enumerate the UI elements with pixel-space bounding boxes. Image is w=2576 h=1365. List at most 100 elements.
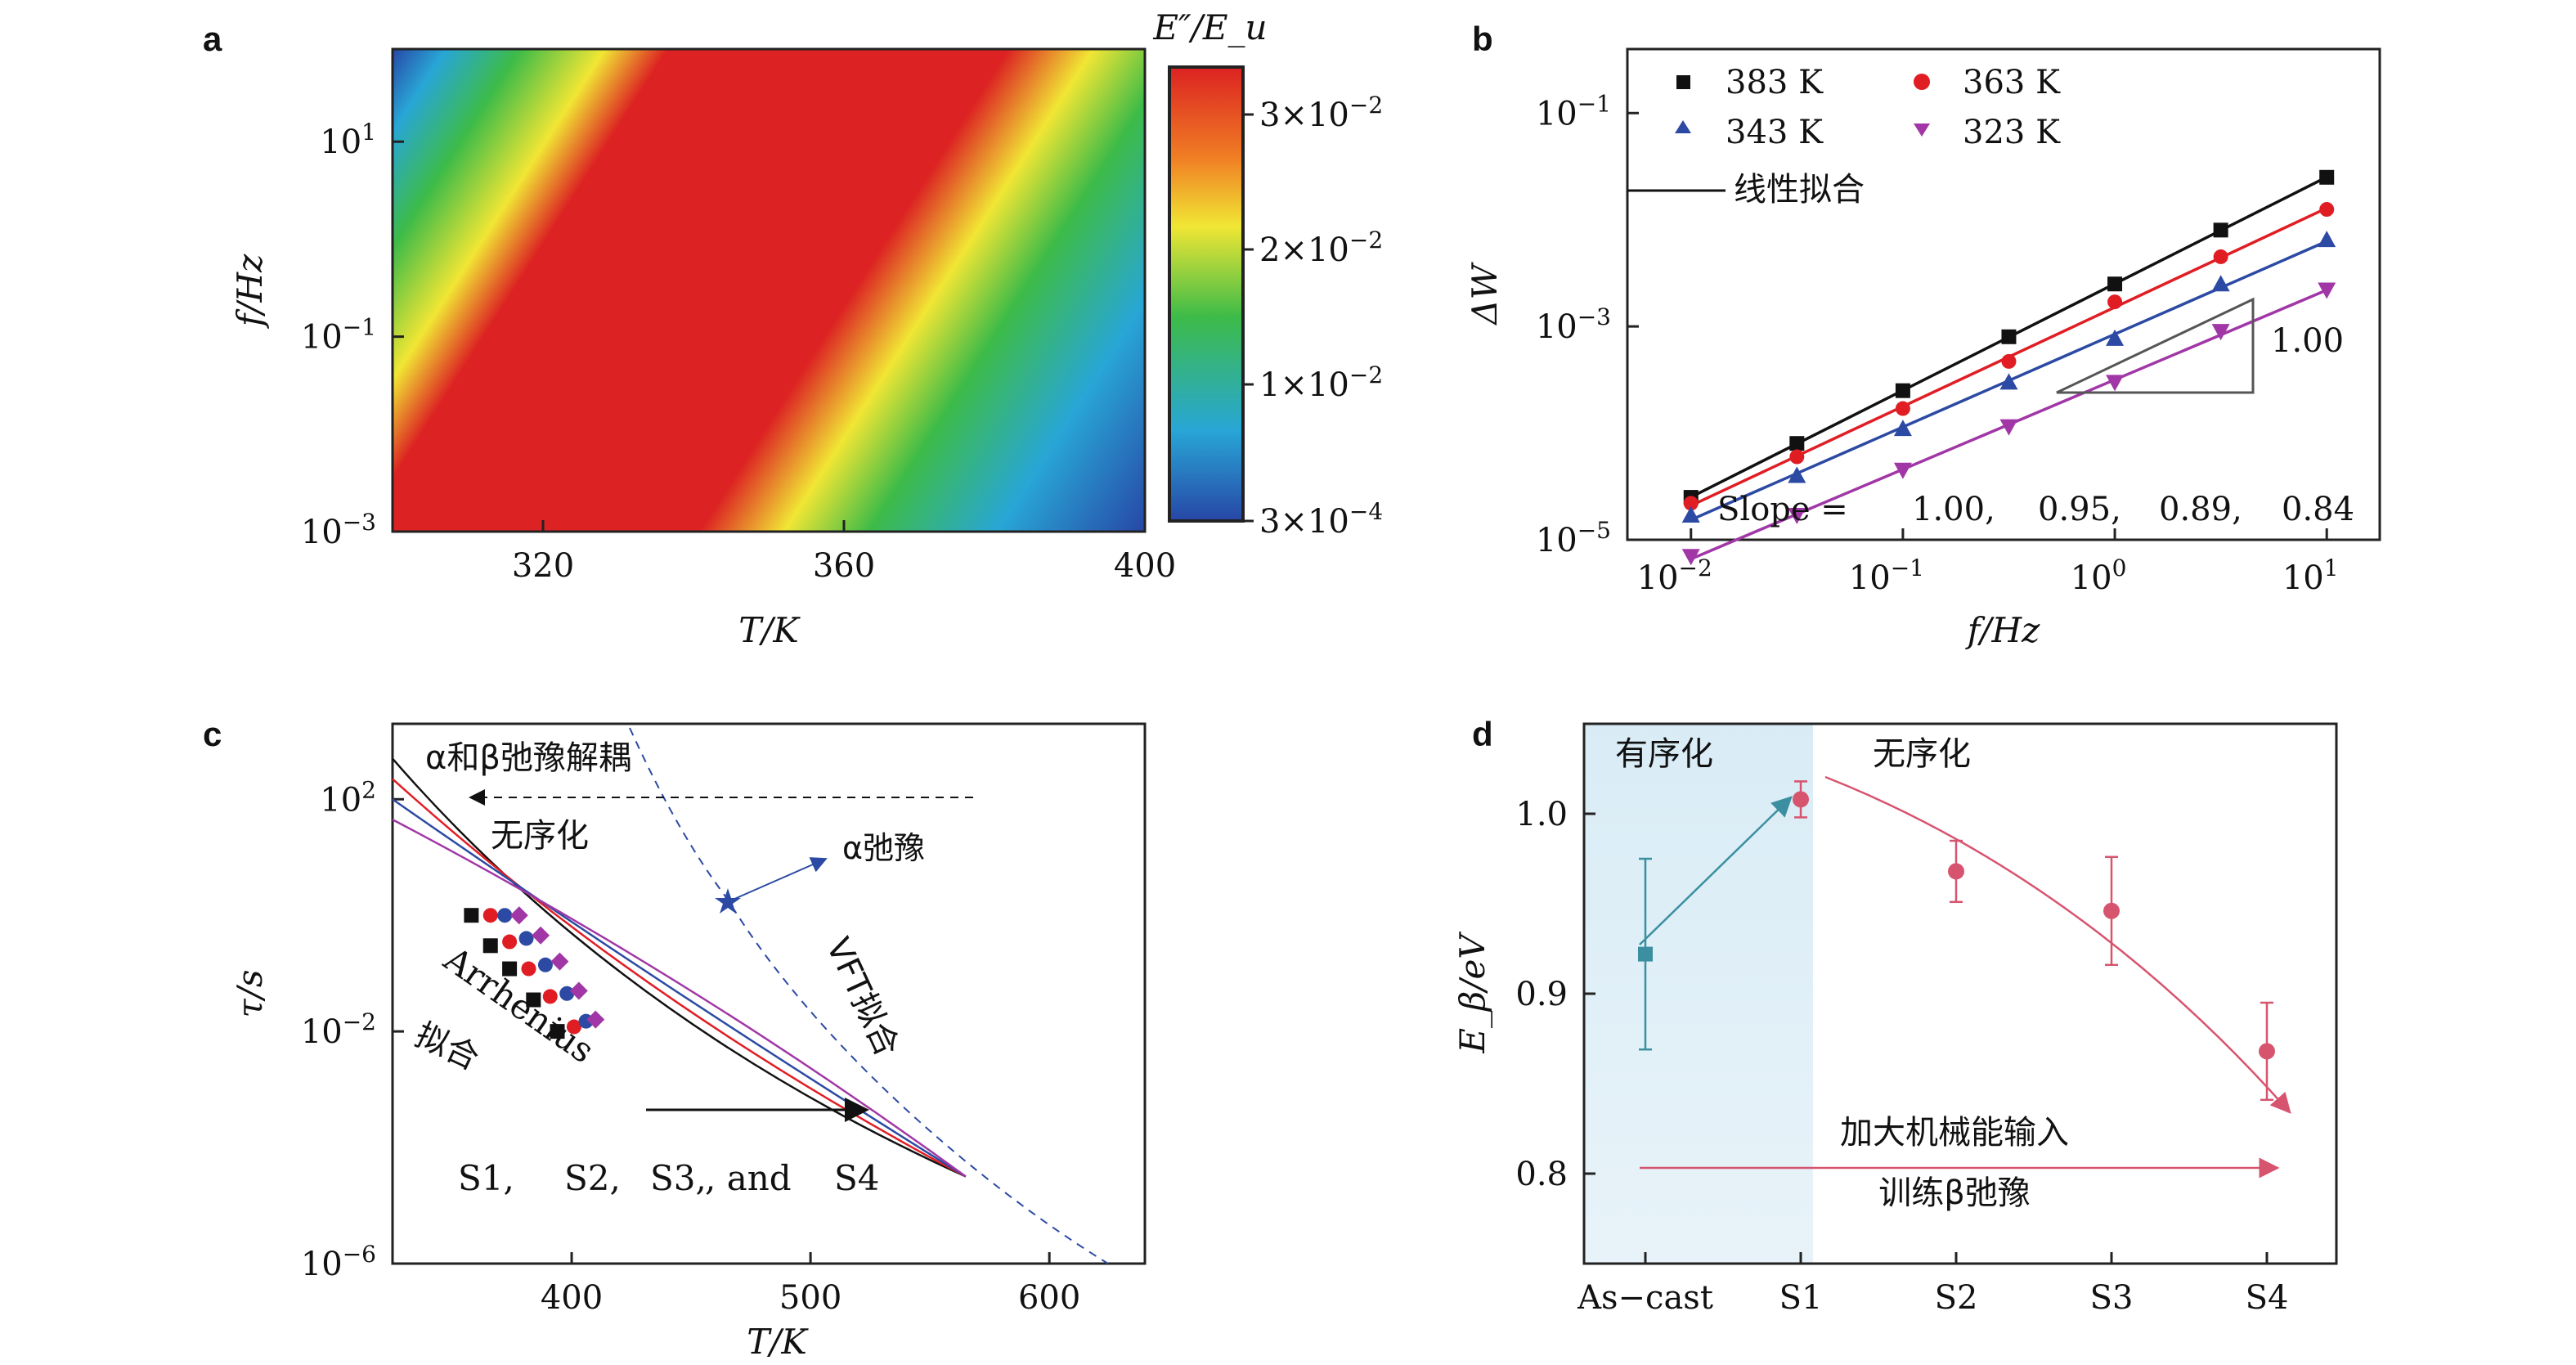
x-tick-label: 101 [2282, 555, 2339, 597]
disorder-label: 无序化 [491, 817, 589, 855]
y-axis-label: f/Hz [230, 254, 270, 329]
x-tick-label: 400 [1114, 547, 1176, 585]
legend-s1: S1, [458, 1158, 514, 1198]
legend-s3: S3, [650, 1158, 707, 1198]
y-tick-label: 10−6 [301, 1241, 376, 1283]
y-tick-label: 10−5 [1536, 517, 1611, 559]
data-point-s4 [586, 1010, 605, 1029]
x-tick-label: S3 [2090, 1279, 2134, 1317]
colorbar-tick-label: 1×10−2 [1259, 361, 1383, 404]
x-tick-label: S4 [2246, 1279, 2289, 1317]
slope-value-343k: 0.89, [2159, 491, 2242, 528]
data-point-363k [2001, 353, 2017, 369]
x-axis-label: f/Hz [1965, 610, 2040, 650]
colorbar [1168, 65, 1245, 523]
vft-fit-curve [629, 727, 1109, 1264]
data-point-323k [1999, 419, 2018, 436]
ordering-arrow [1639, 796, 1793, 945]
legend-label-383k: 383 K [1726, 64, 1824, 101]
data-point-s3 [559, 986, 575, 1001]
data-point-363k [1895, 401, 1910, 416]
slope-text-prefix: Slope = [1717, 491, 1859, 528]
sample-legend: S1, S2, S3, , and S4 [458, 1158, 880, 1198]
data-point-343k [1681, 505, 1700, 523]
arrhenius-curve-s3 [392, 798, 967, 1178]
x-tick-label: 10−2 [1637, 555, 1712, 597]
panel-label-d: d [1472, 715, 1493, 753]
data-point-323k [2318, 282, 2336, 299]
data-point-s4 [532, 926, 550, 945]
legend-s4: S4 [834, 1158, 880, 1198]
alpha-relaxation-label: α弛豫 [842, 830, 925, 866]
x-axis-label: T/K [738, 610, 801, 650]
data-point-363k [1683, 496, 1699, 511]
data-point-363k [2213, 249, 2228, 264]
x-tick-label: S1 [1779, 1279, 1823, 1317]
data-point-383k [2001, 329, 2017, 344]
slope-text: Slope = 1.00, 0.95, 0.89, 0.84 [1717, 491, 2354, 528]
vft-fit-label: VFT拟合 [819, 932, 906, 1062]
legend-marker-383k [1676, 75, 1690, 89]
panel-c-plot: 400 500 600 10−6 10−2 102 α和β弛豫解耦 无序化 α弛豫 VFT… [230, 722, 1147, 1362]
data-point-s1 [526, 992, 541, 1008]
data-point-323k [2211, 324, 2230, 341]
legend-label-343k: 343 K [1726, 114, 1824, 151]
data-point [1948, 863, 1964, 880]
data-point-363k [2319, 202, 2335, 218]
y-tick-label: 10−2 [301, 1008, 376, 1051]
x-tick-label: As−cast [1577, 1279, 1713, 1317]
arrhenius-curve-s2 [392, 778, 967, 1178]
legend-and: , and [705, 1158, 792, 1198]
data-point-383k [1895, 383, 1910, 398]
data-point-343k [2106, 329, 2125, 346]
data-point [1793, 791, 1809, 808]
data-point-s3 [537, 957, 553, 972]
data-point-s4 [569, 981, 588, 1000]
x-tick-label: S2 [1935, 1279, 1978, 1317]
alpha-pointer-arrow [732, 857, 828, 900]
data-point-s2 [521, 961, 536, 977]
colorbar-tick-label: 3×10−4 [1259, 498, 1383, 541]
y-axis-label: E_β/eV [1452, 932, 1492, 1054]
data-point-383k [2213, 222, 2228, 238]
slope-value-383k: 1.00, [1912, 491, 1995, 528]
y-tick-label: 102 [320, 776, 376, 819]
data-point-s2 [502, 934, 518, 950]
data-point-343k [1893, 420, 1912, 437]
x-tick-label: 10−1 [1849, 555, 1924, 597]
plot-frame-b [1626, 47, 2381, 541]
data-point-s1 [502, 961, 518, 977]
data-point-s3 [497, 908, 513, 923]
x-axis-label: T/K [747, 1322, 809, 1362]
data-point-363k [2107, 294, 2123, 310]
data-point-383k [2319, 169, 2335, 185]
data-point-363k [1789, 449, 1805, 465]
panel-d-plot: As−cast S1 S2 S3 S4 0.8 0.9 1.0 有序化 无序化 加大机械能输入… [1452, 722, 2338, 1317]
y-tick-label: 0.8 [1515, 1156, 1568, 1193]
heatmap-area [393, 49, 1145, 532]
data-point-323k [2106, 375, 2125, 392]
y-tick-label: 101 [320, 119, 376, 161]
x-tick-label: 320 [512, 547, 574, 585]
heatmap-frame [391, 47, 1147, 533]
slope-value-363k: 0.95, [2038, 491, 2121, 528]
legend-label-323k: 323 K [1963, 114, 2061, 151]
slope-value-323k: 0.84 [2282, 491, 2354, 528]
arrhenius-fit-label: 拟合 [410, 1016, 485, 1077]
mech-input-label: 加大机械能输入 [1840, 1114, 2069, 1152]
data-point [2103, 902, 2120, 919]
data-point-343k [1999, 373, 2018, 390]
alpha-relaxation-marker [715, 888, 741, 914]
data-point-s4 [509, 906, 528, 925]
data-point-383k [1789, 436, 1805, 451]
y-axis-label: τ/s [230, 970, 270, 1018]
disordering-label: 无序化 [1873, 735, 1971, 773]
x-tick-label: 500 [779, 1279, 841, 1317]
panel-label-c: c [203, 715, 222, 753]
legend-marker-343k [1675, 120, 1691, 133]
y-tick-label: 10−3 [301, 509, 376, 551]
legend-marker-363k [1914, 74, 1930, 90]
data-point-s2 [542, 989, 558, 1004]
colorbar-label: E″/E_u [1152, 7, 1267, 47]
